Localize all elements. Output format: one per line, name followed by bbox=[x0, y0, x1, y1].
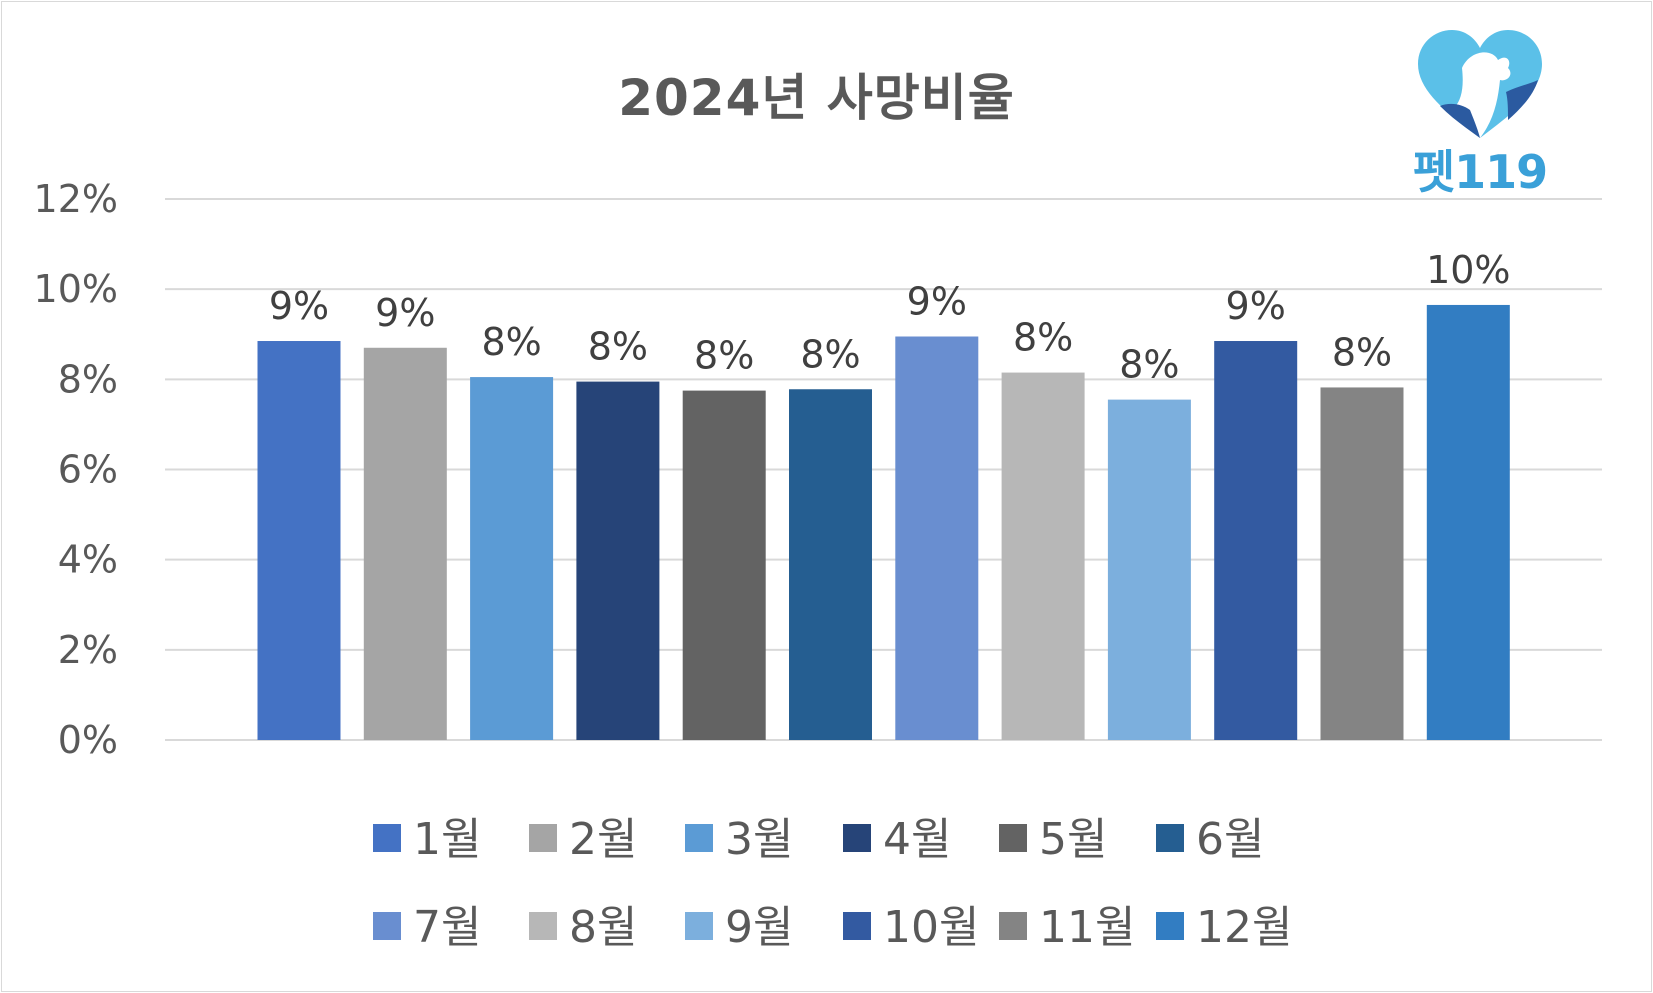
bar bbox=[470, 377, 554, 740]
legend-swatch bbox=[685, 912, 713, 940]
legend-label: 10월 bbox=[883, 902, 979, 953]
bar bbox=[895, 336, 979, 740]
y-tick-label: 2% bbox=[58, 628, 118, 672]
legend-swatch bbox=[373, 824, 401, 852]
data-label: 8% bbox=[1119, 343, 1179, 387]
legend: 1월 2월 3월 4월 5월 6월 7월 8월 9월 10월 11월 12월 bbox=[373, 814, 1292, 953]
legend-label: 5월 bbox=[1039, 814, 1107, 865]
bar bbox=[257, 341, 341, 740]
data-label: 9% bbox=[269, 284, 329, 328]
y-tick-label: 4% bbox=[58, 538, 118, 582]
chart-title: 2024년 사망비율 bbox=[618, 69, 1015, 127]
data-label: 9% bbox=[375, 291, 435, 335]
y-tick-label: 10% bbox=[34, 267, 118, 311]
legend-label: 7월 bbox=[413, 902, 481, 953]
legend-swatch bbox=[373, 912, 401, 940]
legend-swatch bbox=[843, 912, 871, 940]
y-tick-label: 6% bbox=[58, 448, 118, 492]
legend-swatch bbox=[999, 912, 1027, 940]
data-label: 8% bbox=[800, 332, 860, 376]
pet119-logo bbox=[1418, 30, 1542, 138]
legend-swatch bbox=[843, 824, 871, 852]
legend-swatch bbox=[685, 824, 713, 852]
bar bbox=[1107, 399, 1191, 740]
bars bbox=[257, 304, 1510, 740]
bar bbox=[1426, 304, 1510, 740]
legend-swatch bbox=[999, 824, 1027, 852]
bar bbox=[576, 381, 660, 740]
bar bbox=[1214, 341, 1298, 740]
data-label: 8% bbox=[1332, 330, 1392, 374]
data-label: 9% bbox=[907, 280, 967, 324]
legend-swatch bbox=[1156, 912, 1184, 940]
logo-wave-shape bbox=[1440, 80, 1538, 138]
legend-label: 8월 bbox=[569, 902, 637, 953]
y-axis-ticks: 0% 2% 4% 6% 8% 10% 12% bbox=[34, 177, 118, 762]
y-tick-label: 8% bbox=[58, 357, 118, 401]
data-label: 9% bbox=[1226, 284, 1286, 328]
legend-swatch bbox=[529, 824, 557, 852]
legend-swatch bbox=[529, 912, 557, 940]
logo-text: 펫119 bbox=[1412, 145, 1548, 199]
legend-swatch bbox=[1156, 824, 1184, 852]
legend-label: 12월 bbox=[1196, 902, 1292, 953]
data-label: 8% bbox=[694, 334, 754, 378]
legend-label: 1월 bbox=[413, 814, 481, 865]
bar bbox=[682, 390, 766, 740]
legend-label: 6월 bbox=[1196, 814, 1264, 865]
data-labels: 9% 9% 8% 8% 8% 8% 9% 8% 8% 9% 8% 10% bbox=[269, 248, 1511, 387]
bar bbox=[789, 389, 872, 740]
bar bbox=[1320, 387, 1404, 740]
legend-label: 3월 bbox=[725, 814, 793, 865]
legend-label: 9월 bbox=[725, 902, 793, 953]
y-tick-label: 12% bbox=[34, 177, 118, 221]
bar bbox=[363, 347, 447, 740]
data-label: 8% bbox=[481, 320, 541, 364]
data-label: 8% bbox=[1013, 316, 1073, 360]
legend-label: 4월 bbox=[883, 814, 951, 865]
y-tick-label: 0% bbox=[58, 718, 118, 762]
data-label: 10% bbox=[1426, 248, 1510, 292]
data-label: 8% bbox=[588, 325, 648, 369]
bar bbox=[1001, 372, 1085, 740]
legend-label: 11월 bbox=[1039, 902, 1135, 953]
legend-label: 2월 bbox=[569, 814, 637, 865]
